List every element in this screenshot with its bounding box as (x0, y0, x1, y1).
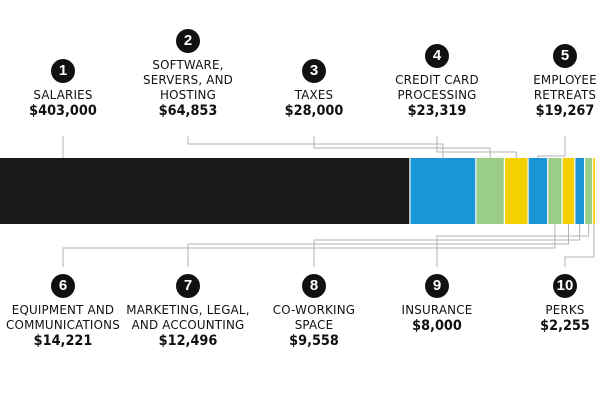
rank-badge: 5 (553, 44, 577, 68)
bar-segment-6 (547, 158, 563, 224)
category-label-6: 6 EQUIPMENT AND COMMUNICATIONS $14,221 (0, 274, 128, 350)
rank-badge: 4 (425, 44, 449, 68)
category-label-10: 10 PERKS $2,255 (500, 274, 600, 335)
category-amount: $403,000 (29, 103, 97, 119)
category-label-1: 1 SALARIES $403,000 (0, 59, 128, 120)
category-amount: $64,853 (158, 103, 218, 119)
category-name: PERKS (545, 302, 585, 317)
bar-segment-4 (504, 158, 529, 224)
category-amount: $9,558 (289, 333, 339, 349)
leader-line-4 (436, 136, 517, 158)
category-label-8: 8 CO-WORKING SPACE $9,558 (249, 274, 379, 350)
leader-line-6 (62, 224, 556, 267)
category-amount: $12,496 (158, 333, 218, 349)
rank-badge: 2 (176, 29, 200, 53)
category-amount: $8,000 (412, 318, 462, 334)
bar-segment-5 (528, 158, 548, 224)
leader-line-5 (537, 136, 566, 158)
bar-segment-1 (0, 158, 410, 224)
bar-segment-9 (584, 158, 593, 224)
category-name: EMPLOYEE RETREATS (533, 72, 597, 102)
bar-segment-2 (409, 158, 476, 224)
category-name: TAXES (294, 87, 334, 102)
category-name: CO-WORKING SPACE (272, 302, 356, 332)
rank-badge: 10 (553, 274, 577, 298)
leader-line-2 (187, 136, 444, 158)
rank-badge: 6 (51, 274, 75, 298)
bar-segment-8 (574, 158, 585, 224)
category-name: MARKETING, LEGAL, AND ACCOUNTING (126, 302, 250, 332)
category-name: CREDIT CARD PROCESSING (395, 72, 479, 102)
leader-line-3 (313, 136, 491, 158)
category-name: SOFTWARE, SERVERS, AND HOSTING (142, 57, 234, 102)
rank-badge: 1 (51, 59, 75, 83)
leader-line-9 (436, 224, 590, 267)
rank-badge: 9 (425, 274, 449, 298)
category-amount: $19,267 (535, 103, 595, 119)
category-label-4: 4 CREDIT CARD PROCESSING $23,319 (372, 44, 502, 120)
rank-badge: 7 (176, 274, 200, 298)
category-amount: $2,255 (540, 318, 590, 334)
leader-line-10 (564, 224, 595, 267)
category-label-5: 5 EMPLOYEE RETREATS $19,267 (500, 44, 600, 120)
category-name: INSURANCE (401, 302, 473, 317)
bar-segment-3 (475, 158, 505, 224)
category-label-7: 7 MARKETING, LEGAL, AND ACCOUNTING $12,496 (123, 274, 253, 350)
category-amount: $14,221 (33, 333, 93, 349)
category-name: SALARIES (33, 87, 93, 102)
category-label-2: 2 SOFTWARE, SERVERS, AND HOSTING $64,853 (123, 29, 253, 120)
bar-segment-7 (562, 158, 575, 224)
rank-badge: 3 (302, 59, 326, 83)
rank-badge: 8 (302, 274, 326, 298)
category-amount: $28,000 (284, 103, 344, 119)
category-label-9: 9 INSURANCE $8,000 (372, 274, 502, 335)
category-amount: $23,319 (407, 103, 467, 119)
category-label-3: 3 TAXES $28,000 (249, 59, 379, 120)
leader-line-7 (187, 224, 569, 267)
category-name: EQUIPMENT AND COMMUNICATIONS (6, 302, 120, 332)
leader-line-8 (313, 224, 581, 267)
bar-segment-10 (592, 158, 595, 224)
